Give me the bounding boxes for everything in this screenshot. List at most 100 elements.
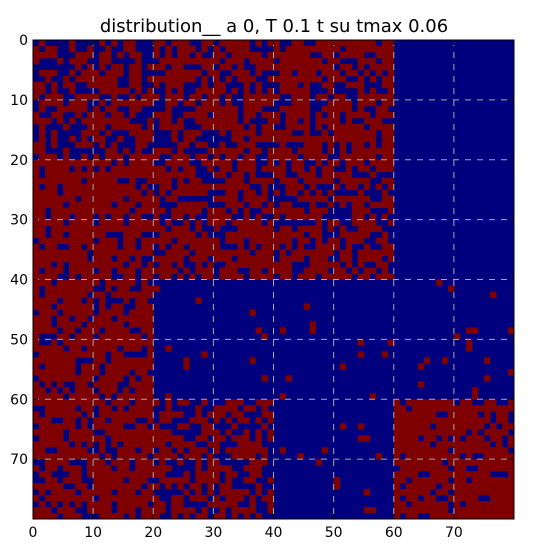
heatmap-cell	[309, 195, 316, 203]
heatmap-cell	[81, 153, 88, 161]
heatmap-cell	[51, 459, 58, 466]
heatmap-cell	[261, 135, 268, 143]
heatmap-cell	[147, 381, 154, 388]
heatmap-cell	[165, 237, 172, 244]
heatmap-cell	[69, 117, 76, 125]
heatmap-cell	[51, 231, 58, 238]
heatmap-cell	[99, 255, 106, 262]
heatmap-cell	[57, 165, 64, 173]
heatmap-cell	[465, 501, 473, 508]
heatmap-cell	[135, 465, 142, 472]
heatmap-cell	[249, 465, 256, 472]
heatmap-cell	[39, 195, 46, 203]
heatmap-cell	[363, 177, 371, 185]
heatmap-cell	[261, 57, 268, 65]
heatmap-cell	[495, 459, 503, 466]
heatmap-cell	[243, 111, 250, 119]
heatmap-cell	[231, 111, 238, 119]
heatmap-cell	[315, 153, 322, 161]
heatmap-cell	[51, 183, 58, 191]
heatmap-cell	[177, 273, 184, 280]
heatmap-cell	[87, 339, 94, 346]
heatmap-cell	[285, 111, 292, 119]
heatmap-cell	[75, 249, 82, 256]
heatmap-cell	[201, 45, 208, 53]
heatmap-cell	[57, 267, 64, 274]
heatmap-cell	[393, 435, 401, 442]
heatmap-cell	[507, 507, 515, 514]
heatmap-cell	[465, 483, 473, 490]
heatmap-cell	[63, 405, 70, 412]
heatmap-cell	[279, 393, 286, 400]
heatmap-cell	[471, 387, 479, 394]
heatmap-cell	[231, 147, 238, 155]
heatmap-cell	[315, 255, 322, 262]
heatmap-cell	[123, 87, 130, 95]
heatmap-cell	[345, 255, 353, 262]
heatmap-cell	[237, 165, 244, 173]
heatmap-cell	[219, 249, 226, 256]
heatmap-cell	[219, 255, 226, 262]
heatmap-cell	[51, 465, 58, 472]
heatmap-cell	[69, 177, 76, 185]
heatmap-cell	[219, 483, 226, 490]
heatmap-cell	[453, 501, 461, 508]
heatmap-cell	[33, 45, 40, 53]
heatmap-cell	[267, 63, 274, 71]
heatmap-cell	[123, 117, 130, 125]
heatmap-cell	[33, 369, 40, 376]
heatmap-cell	[87, 183, 94, 191]
heatmap-cell	[93, 225, 100, 232]
heatmap-cell	[165, 69, 172, 77]
heatmap-cell	[63, 309, 70, 316]
heatmap-cell	[393, 489, 401, 496]
heatmap-cell	[375, 51, 383, 59]
heatmap-cell	[39, 219, 46, 227]
heatmap-cell	[303, 99, 310, 107]
heatmap-cell	[39, 213, 46, 221]
heatmap-cell	[69, 363, 76, 370]
heatmap-cell	[255, 273, 262, 280]
heatmap-cell	[255, 489, 262, 496]
heatmap-cell	[225, 165, 232, 173]
heatmap-cell	[363, 117, 371, 125]
heatmap-cell	[213, 513, 220, 520]
heatmap-cell	[375, 123, 383, 131]
heatmap-cell	[75, 435, 82, 442]
heatmap-cell	[219, 159, 226, 167]
heatmap-cell	[357, 255, 365, 262]
heatmap-cell	[303, 81, 310, 89]
heatmap-cell	[141, 183, 148, 191]
heatmap-cell	[33, 315, 40, 322]
heatmap-cell	[141, 315, 148, 322]
heatmap-cell	[75, 57, 82, 65]
heatmap-cell	[237, 57, 244, 65]
heatmap-cell	[225, 267, 232, 274]
heatmap-cell	[39, 399, 46, 406]
heatmap-cell	[105, 207, 112, 215]
heatmap-cell	[327, 75, 335, 83]
heatmap-cell	[171, 93, 178, 101]
heatmap-cell	[369, 75, 377, 83]
heatmap-cell	[147, 489, 154, 496]
heatmap-cell	[105, 465, 112, 472]
heatmap-cell	[321, 207, 329, 215]
heatmap-cell	[39, 375, 46, 382]
heatmap-cell	[93, 69, 100, 77]
heatmap-cell	[447, 411, 455, 418]
heatmap-cell	[465, 471, 473, 478]
heatmap-cell	[339, 423, 347, 430]
heatmap-cell	[429, 495, 437, 502]
heatmap-cell	[51, 429, 58, 436]
heatmap-cell	[177, 255, 184, 262]
heatmap-cell	[243, 447, 250, 454]
heatmap-cell	[219, 111, 226, 119]
heatmap-cell	[333, 93, 341, 101]
heatmap-cell	[207, 57, 214, 65]
heatmap-cell	[141, 195, 148, 203]
heatmap-cell	[159, 507, 166, 514]
heatmap-cell	[315, 237, 322, 244]
heatmap-cell	[309, 231, 316, 238]
heatmap-cell	[117, 375, 124, 382]
heatmap-cell	[453, 495, 461, 502]
